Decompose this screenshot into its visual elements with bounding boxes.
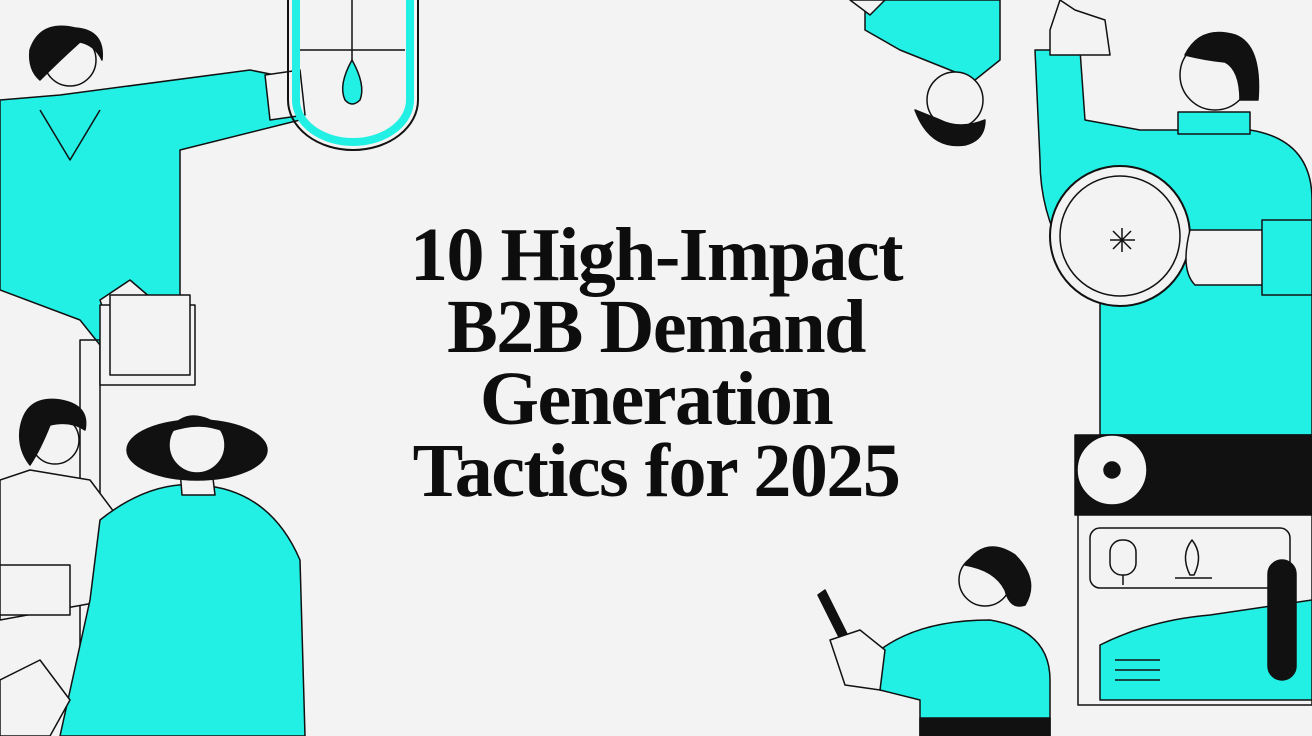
upside-down-figure (849, 0, 1001, 147)
podcast-machine-illustration (1074, 434, 1312, 706)
hero-title-line: Tactics for 2025 (412, 429, 901, 513)
woman-with-phone-figure (817, 546, 1051, 736)
hero-title-line: 10 High-Impact (410, 213, 904, 297)
microphone-icon (1109, 539, 1137, 585)
plant-icon (1175, 539, 1212, 579)
hero-title-line: B2B Demand (447, 285, 866, 369)
man-with-magnifier-figure (1034, 0, 1312, 436)
people-group-figure (0, 398, 306, 736)
hero-title-line: Generation (479, 357, 834, 441)
woman-presenting-figure (0, 25, 306, 736)
magnifying-glass-icon (1110, 228, 1135, 252)
test-tube-icon (287, 0, 419, 151)
hero-title: 10 High-Impact B2B Demand Generation Tac… (356, 213, 956, 513)
